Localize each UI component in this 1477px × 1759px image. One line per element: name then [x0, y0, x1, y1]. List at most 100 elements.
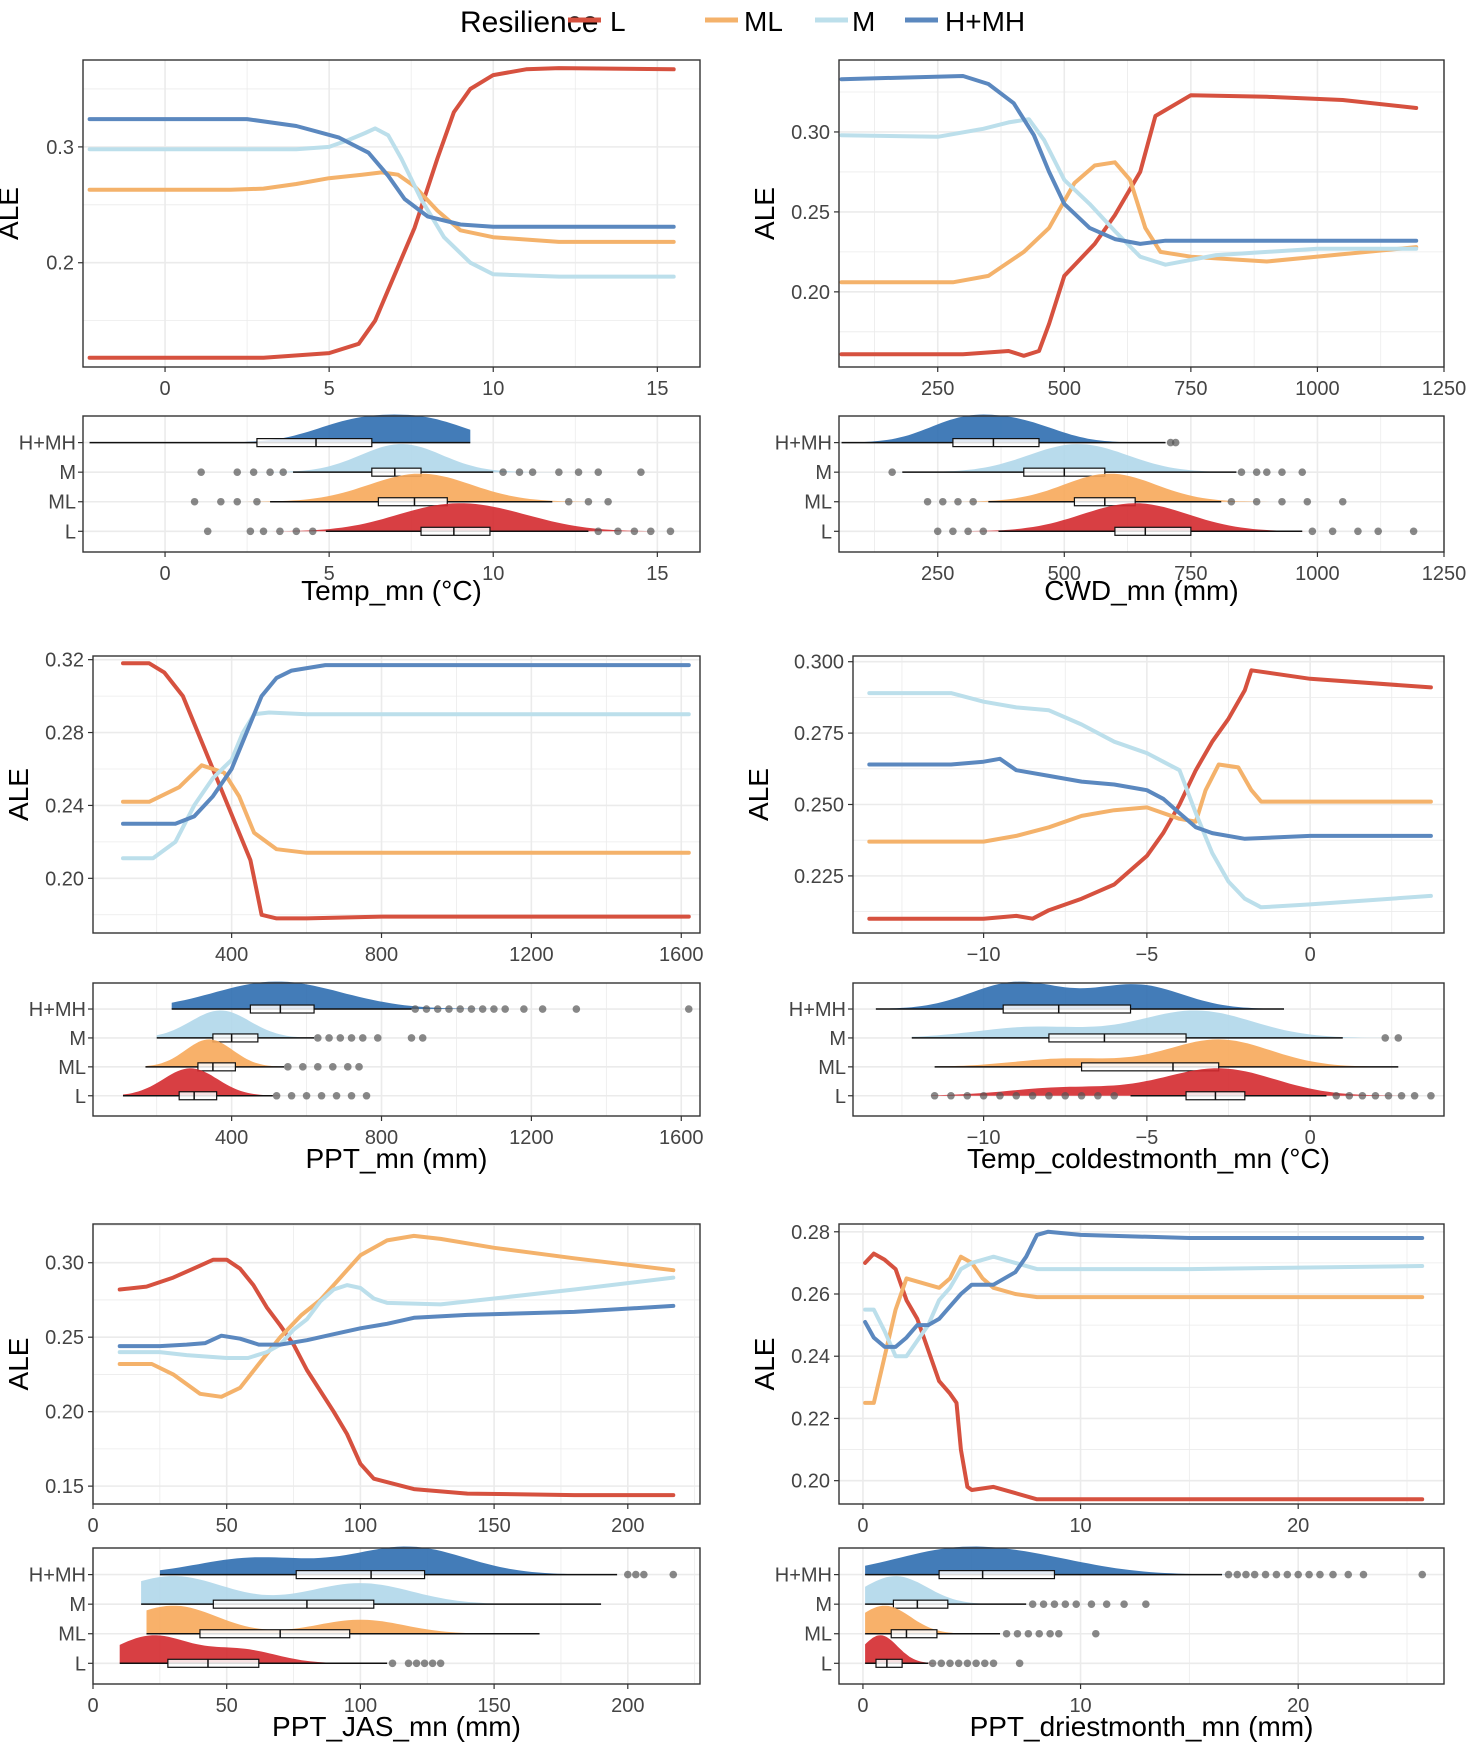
- series-line-ml: [121, 763, 691, 855]
- y-tick-label: 0.20: [45, 1402, 84, 1424]
- outlier-point: [949, 527, 957, 536]
- outlier-point: [1303, 497, 1312, 506]
- legend-label-l: L: [610, 6, 626, 37]
- box-ml: [890, 1629, 938, 1639]
- outlier-point: [279, 468, 287, 476]
- outlier-point: [996, 1091, 1004, 1100]
- outlier-point: [646, 527, 655, 536]
- density-hmh: [875, 981, 1284, 1009]
- density-ml: [146, 1605, 540, 1634]
- outlier-point: [1242, 1570, 1250, 1579]
- series-line-hmh: [117, 1303, 676, 1349]
- series-line-hmh: [839, 74, 1419, 246]
- outlier-point: [190, 497, 199, 506]
- plot-background: [853, 656, 1444, 933]
- outlier-point: [436, 1659, 445, 1668]
- density-hmh: [865, 1546, 1423, 1575]
- outlier-point: [1252, 468, 1261, 476]
- outlier-point: [979, 1091, 988, 1100]
- outlier-point: [233, 468, 242, 476]
- series-line-hmh: [121, 663, 691, 826]
- density-chart-ppt_mn: H+MH M ML L 400 800 1200 1600 PPT_mn (mm): [29, 981, 704, 1174]
- density-l: [937, 503, 1414, 532]
- outlier-point: [1013, 1629, 1022, 1638]
- outlier-point: [1252, 497, 1261, 506]
- y-tick-label: 0.25: [791, 202, 830, 224]
- outlier-point: [946, 1659, 954, 1668]
- density-hmh: [89, 414, 471, 443]
- outlier-point: [981, 1659, 989, 1668]
- outlier-point: [411, 1005, 420, 1013]
- y-tick-label: 0.15: [45, 1476, 84, 1498]
- outlier-point: [1045, 1091, 1053, 1100]
- outlier-point: [1294, 1570, 1302, 1579]
- panel-cwd_mn: 250 500 750 1000 1250 0.20 0.25 0.30 ALE H+MH M ML L…: [749, 59, 1466, 606]
- outlier-point: [404, 1659, 413, 1668]
- x-tick-label: 10: [482, 563, 504, 585]
- plot-background: [83, 60, 700, 367]
- plot-border: [92, 655, 701, 934]
- outlier-point: [1394, 1034, 1403, 1042]
- density-border: [92, 982, 701, 1117]
- outlier-point: [1055, 1629, 1063, 1638]
- box-l: [875, 1658, 903, 1668]
- x-tick-label: 400: [215, 944, 248, 966]
- outlier-point: [972, 1659, 980, 1668]
- outlier-point: [594, 527, 603, 536]
- y-tick-label: 0.26: [791, 1284, 830, 1306]
- panel-temp_mn: 0 5 10 15 0.2 0.3 ALE H+MH M ML L 0 5 10 15 Temp_mn (°C…: [0, 59, 701, 606]
- x-tick-label: 400: [215, 1127, 248, 1149]
- plot-background: [93, 656, 700, 933]
- box-m: [371, 467, 422, 477]
- density-m: [892, 444, 1303, 473]
- y-axis-label: ALE: [3, 1338, 34, 1391]
- outlier-point: [1110, 1091, 1119, 1100]
- group-label-hmh: H+MH: [19, 433, 76, 455]
- density-ml: [194, 473, 635, 502]
- group-label-ml: ML: [804, 492, 832, 514]
- x-tick-label: 750: [1174, 563, 1207, 585]
- group-label-m: M: [815, 462, 832, 484]
- outlier-point: [1345, 1091, 1354, 1100]
- outlier-point: [1002, 1629, 1011, 1638]
- density-m: [911, 1010, 1418, 1038]
- outlier-point: [1077, 1091, 1086, 1100]
- box-m: [892, 1599, 949, 1609]
- x-tick-label: 800: [365, 944, 398, 966]
- x-tick-label: 1200: [509, 1127, 554, 1149]
- outlier-point: [490, 1005, 498, 1013]
- series-line-l: [863, 1251, 1425, 1502]
- group-label-l: L: [75, 1086, 86, 1108]
- box-hmh: [295, 1570, 426, 1580]
- series-line-l: [839, 93, 1419, 358]
- outlier-point: [933, 527, 942, 536]
- series-line-l: [867, 668, 1433, 921]
- panel-temp_coldestmonth_mn: −10 −5 0 0.225 0.250 0.275 0.300 ALE H+MH M ML L −10…: [743, 652, 1445, 1174]
- series-line-m: [867, 691, 1433, 910]
- x-tick-label: 20: [1287, 1695, 1309, 1717]
- y-tick-label: 0.22: [791, 1408, 830, 1430]
- outlier-point: [964, 527, 972, 536]
- outlier-point: [989, 1659, 998, 1668]
- outlier-point: [1039, 1600, 1048, 1608]
- x-tick-label: 5: [324, 563, 335, 585]
- outlier-point: [954, 497, 962, 506]
- series-line-m: [839, 117, 1419, 267]
- x-axis-label: PPT_JAS_mn (mm): [272, 1711, 521, 1742]
- density-ml: [927, 473, 1343, 502]
- outlier-point: [669, 1570, 678, 1579]
- y-tick-label: 0.20: [791, 282, 830, 304]
- outlier-point: [1298, 468, 1307, 476]
- x-tick-label: 0: [159, 563, 170, 585]
- x-tick-label: 1200: [509, 944, 554, 966]
- density-ml: [145, 1039, 359, 1067]
- density-hmh: [171, 981, 689, 1009]
- density-border: [838, 415, 1445, 553]
- outlier-point: [246, 527, 255, 536]
- outlier-point: [355, 1063, 363, 1071]
- y-tick-label: 0.225: [794, 866, 844, 888]
- outlier-point: [329, 1063, 337, 1071]
- line-chart-cwd_mn: 250 500 750 1000 1250 0.20 0.25 0.30 ALE: [749, 59, 1466, 400]
- density-m: [156, 1010, 423, 1038]
- density-hmh: [841, 414, 1176, 443]
